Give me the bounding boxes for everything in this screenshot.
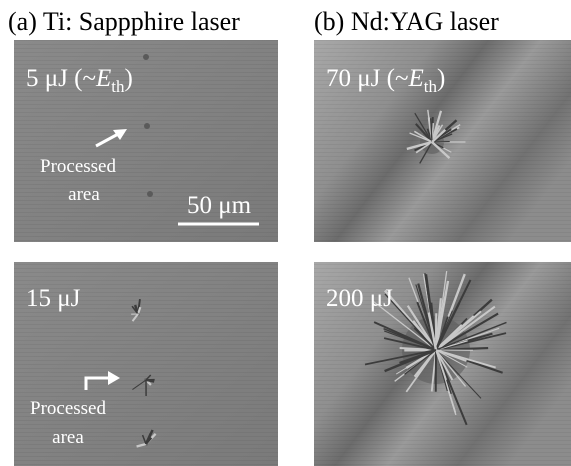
annotation: area <box>52 427 84 448</box>
energy-label: 200 μJ <box>326 285 393 312</box>
annotation: Processed <box>40 156 116 177</box>
panel-b-title: (b) Nd:YAG laser <box>314 7 499 36</box>
label-subscript: th <box>111 77 125 96</box>
panel-a-title: (a) Ti: Sappphire laser <box>8 7 240 36</box>
label-subscript: th <box>424 77 438 96</box>
energy-label: 15 μJ <box>26 285 81 312</box>
label-text: 5 μJ (~ <box>26 65 96 92</box>
label-close: ) <box>437 65 445 92</box>
panel-b-top: 70 μJ (~Eth) <box>314 40 571 242</box>
label-italic: E <box>407 65 423 92</box>
scale-bar-label: 50 μm <box>187 192 252 219</box>
panel-a-top: 5 μJ (~Eth) Processed area 50 μm <box>14 40 278 242</box>
label-close: ) <box>125 65 133 92</box>
annotation: Processed <box>30 398 106 419</box>
figure: (a) Ti: Sappphire laser (b) Nd:YAG laser… <box>0 0 571 466</box>
panel-a-bottom: 15 μJ Processed area <box>14 262 278 466</box>
label-italic: E <box>95 65 111 92</box>
annotation: area <box>68 184 100 205</box>
panel-b-bottom: 200 μJ <box>314 262 571 466</box>
label-text: 70 μJ (~ <box>326 65 408 92</box>
